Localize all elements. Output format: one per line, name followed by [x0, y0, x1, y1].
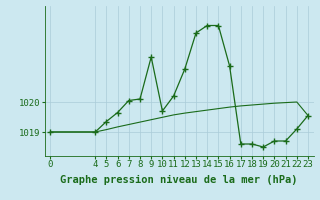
X-axis label: Graphe pression niveau de la mer (hPa): Graphe pression niveau de la mer (hPa) — [60, 175, 298, 185]
